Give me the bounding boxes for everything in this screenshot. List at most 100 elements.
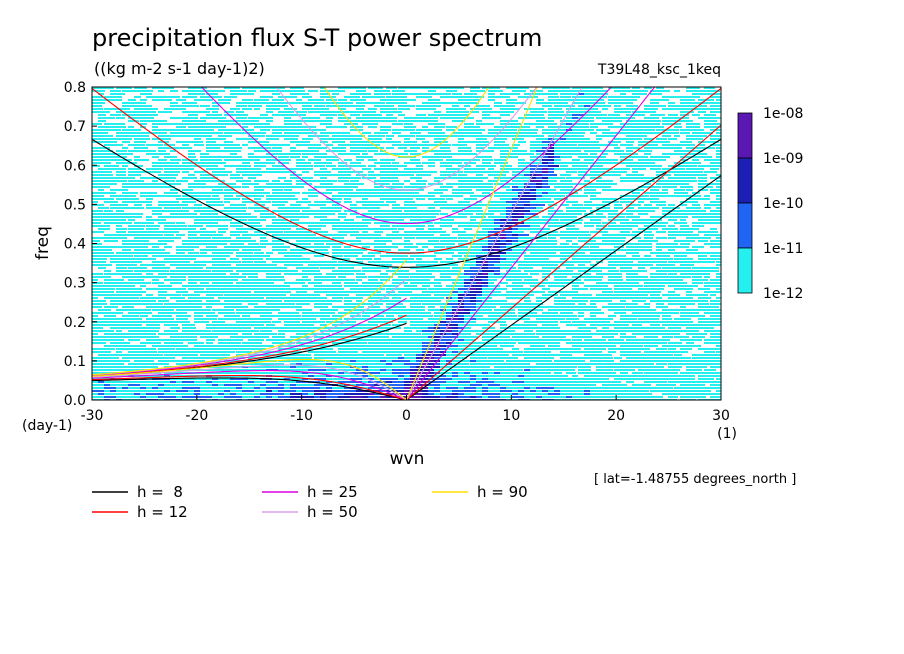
heatmap-cell (140, 90, 150, 92)
heatmap-cell (182, 207, 188, 209)
heatmap-cell (440, 189, 448, 191)
heatmap-cell (128, 225, 135, 227)
heatmap-cell (422, 96, 432, 98)
heatmap-cell (410, 279, 419, 281)
heatmap-cell (164, 240, 174, 242)
heatmap-cell (386, 219, 393, 221)
heatmap-cell (140, 87, 147, 89)
heatmap-cell (704, 147, 715, 149)
heatmap-cell (626, 279, 637, 281)
heatmap-cell (434, 285, 442, 287)
heatmap-cell (248, 246, 257, 248)
heatmap-cell (620, 159, 630, 161)
heatmap-cell (680, 261, 691, 263)
heatmap-cell (590, 222, 601, 224)
heatmap-cell (320, 153, 327, 155)
heatmap-cell (332, 225, 343, 227)
heatmap-cell (332, 210, 341, 212)
heatmap-cell (512, 138, 522, 140)
heatmap-cell (380, 120, 387, 122)
heatmap-cell (380, 162, 391, 164)
heatmap-cell (692, 282, 703, 284)
heatmap-cell (518, 201, 529, 203)
heatmap-cell (500, 162, 508, 164)
heatmap-cell (350, 234, 360, 236)
heatmap-cell (122, 198, 132, 200)
heatmap-cell (632, 273, 638, 275)
heatmap-cell (416, 165, 423, 167)
heatmap-cell (698, 198, 704, 200)
heatmap-cell (482, 183, 493, 185)
heatmap-cell (506, 195, 516, 197)
heatmap-cell (650, 114, 657, 116)
heatmap-cell (350, 177, 361, 179)
heatmap-cell (578, 162, 586, 164)
heatmap-cell (296, 273, 306, 275)
heatmap-cell (470, 264, 479, 266)
heatmap-cell (134, 279, 144, 281)
heatmap-cell (608, 261, 616, 263)
heatmap-cell (494, 144, 505, 146)
heatmap-cell (704, 198, 710, 200)
heatmap-cell (512, 102, 523, 104)
heatmap-cell (362, 234, 373, 236)
heatmap-cell (392, 258, 402, 260)
heatmap-cell (494, 192, 505, 194)
heatmap-cell (404, 273, 410, 275)
heatmap-cell (164, 129, 175, 131)
heatmap-cell (686, 186, 693, 188)
heatmap-cell (392, 189, 400, 191)
heatmap-cell (206, 147, 214, 149)
heatmap-cell (284, 216, 291, 218)
heatmap-cell (644, 225, 654, 227)
heatmap-cell (572, 213, 582, 215)
heatmap-cell (434, 99, 440, 101)
heatmap-cell (116, 261, 123, 263)
heatmap-cell (116, 231, 126, 233)
heatmap-cell (104, 87, 114, 89)
heatmap-cell (476, 180, 483, 182)
heatmap-cell (200, 96, 207, 98)
heatmap-cell (158, 252, 165, 254)
heatmap-cell (356, 243, 365, 245)
heatmap-cell (326, 180, 337, 182)
heatmap-cell (254, 105, 262, 107)
heatmap-cell (458, 285, 465, 287)
heatmap-cell (716, 285, 721, 287)
heatmap-cell (182, 135, 189, 137)
heatmap-cell (194, 195, 205, 197)
heatmap-cell (314, 213, 323, 215)
heatmap-cell (596, 105, 602, 107)
heatmap-cell (164, 174, 171, 176)
heatmap-cell (548, 117, 559, 119)
heatmap-cell (194, 93, 205, 95)
heatmap-cell (320, 111, 328, 113)
heatmap-cell (596, 210, 607, 212)
heatmap-cell (650, 165, 658, 167)
heatmap-cell (254, 117, 265, 119)
heatmap-cell (392, 246, 398, 248)
heatmap-cell (248, 132, 254, 134)
heatmap-cell (392, 162, 399, 164)
heatmap-cell (410, 177, 417, 179)
heatmap-cell (548, 93, 558, 95)
heatmap-cell (500, 234, 506, 236)
heatmap-cell (566, 270, 573, 272)
heatmap-cell (398, 192, 409, 194)
heatmap-cell (134, 261, 142, 263)
heatmap-cell (278, 165, 285, 167)
heatmap-cell (314, 231, 320, 233)
heatmap-cell (176, 213, 183, 215)
heatmap-cell (152, 120, 163, 122)
heatmap-cell (698, 135, 707, 137)
heatmap-cell (638, 228, 644, 230)
heatmap-cell (626, 261, 633, 263)
heatmap-cell (170, 231, 179, 233)
heatmap-cell (320, 114, 331, 116)
heatmap-cell (128, 168, 136, 170)
heatmap-cell (122, 213, 130, 215)
heatmap-cell (320, 177, 327, 179)
heatmap-cell (500, 147, 507, 149)
heatmap-cell (398, 102, 407, 104)
heatmap-cell (248, 123, 259, 125)
